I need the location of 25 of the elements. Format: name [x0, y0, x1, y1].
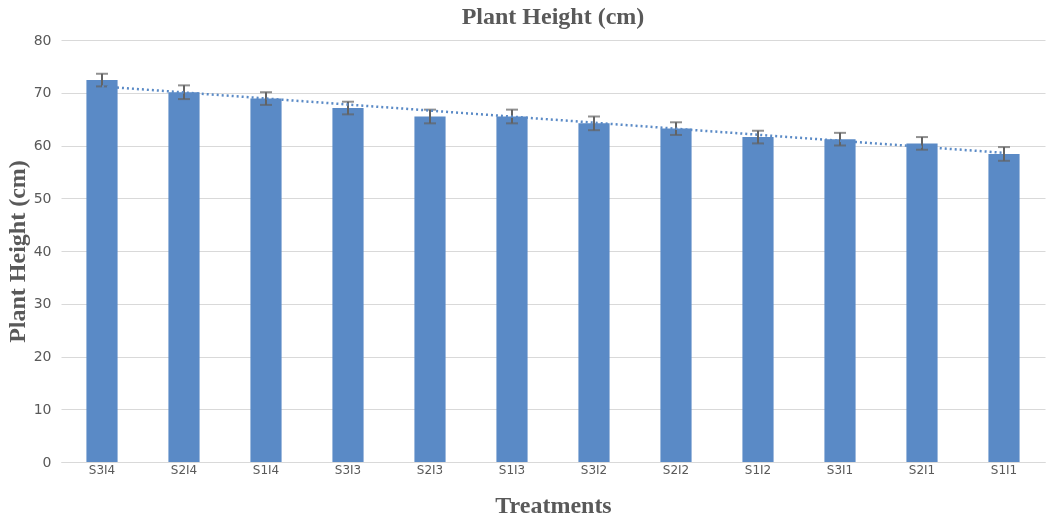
x-tick-label: S2I3	[416, 462, 444, 477]
y-tick-label: 80	[33, 31, 52, 48]
chart-title: Plant Height (cm)	[461, 3, 645, 29]
y-tick-label: 60	[33, 137, 52, 153]
x-tick-label: S2I2	[662, 462, 690, 477]
y-axis-title: Plant Height (cm)	[3, 160, 30, 343]
y-tick-label: 40	[33, 242, 52, 259]
x-tick-label: S3I4	[88, 462, 116, 477]
x-tick-label: S3I1	[826, 462, 854, 477]
y-tick-label: 70	[33, 84, 52, 101]
x-tick-label: S1I2	[744, 462, 772, 477]
x-tick-label: S1I3	[498, 462, 526, 477]
y-tick-label: 50	[33, 189, 52, 206]
x-tick-label: S2I4	[170, 462, 198, 477]
x-axis-title: Treatments	[495, 491, 612, 518]
y-tick-label: 30	[33, 295, 52, 312]
x-tick-label: S1I4	[252, 462, 280, 477]
y-tick-label: 0	[42, 453, 52, 470]
bar	[414, 116, 446, 462]
x-tick-label: S3I3	[334, 462, 362, 477]
x-tick-label: S1I1	[990, 462, 1018, 477]
x-tick-label: S3I2	[580, 462, 608, 477]
y-tick-label: 20	[33, 348, 52, 364]
y-tick-label: 10	[33, 400, 52, 417]
x-tick-label: S2I1	[908, 462, 936, 477]
